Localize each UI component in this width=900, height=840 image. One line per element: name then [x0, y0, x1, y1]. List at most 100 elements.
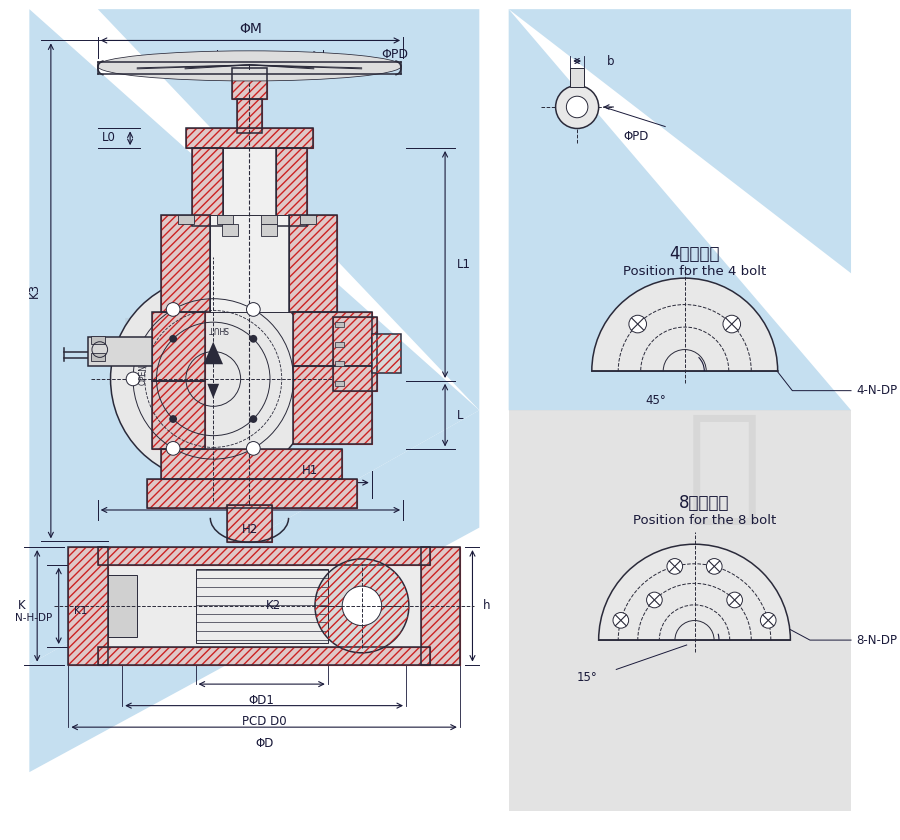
Bar — [293, 366, 372, 444]
Circle shape — [667, 559, 682, 575]
Polygon shape — [508, 9, 851, 273]
Polygon shape — [98, 9, 480, 410]
Circle shape — [315, 559, 409, 653]
Bar — [261, 214, 277, 224]
Circle shape — [169, 415, 177, 423]
Bar — [335, 361, 345, 366]
Text: Position for the 8 bolt: Position for the 8 bolt — [633, 514, 776, 528]
Bar — [276, 148, 307, 226]
Bar — [227, 505, 272, 543]
Bar — [420, 547, 460, 664]
Circle shape — [247, 302, 260, 317]
Bar — [222, 224, 238, 236]
Bar — [192, 148, 223, 226]
Bar — [335, 323, 345, 327]
Polygon shape — [30, 9, 480, 664]
Bar — [161, 449, 342, 479]
Text: OPEN: OPEN — [139, 364, 148, 385]
Circle shape — [760, 612, 776, 628]
Bar — [261, 224, 277, 236]
Circle shape — [342, 586, 382, 626]
Text: 45°: 45° — [645, 394, 666, 407]
Bar — [68, 547, 108, 664]
Bar — [232, 68, 267, 99]
Text: K1: K1 — [75, 606, 87, 616]
Circle shape — [169, 335, 177, 343]
Circle shape — [646, 592, 662, 608]
Bar — [211, 214, 289, 312]
Bar — [237, 99, 262, 134]
Bar — [98, 547, 430, 564]
Circle shape — [555, 86, 598, 129]
Text: H2: H2 — [242, 522, 258, 536]
Bar — [108, 564, 420, 647]
Text: ΦD1: ΦD1 — [248, 694, 274, 707]
Ellipse shape — [98, 51, 401, 81]
Polygon shape — [203, 342, 223, 365]
Text: L0: L0 — [102, 131, 115, 144]
Text: ΦPD: ΦPD — [382, 48, 409, 60]
Bar — [192, 148, 223, 226]
Bar — [151, 381, 205, 449]
Bar — [227, 505, 272, 543]
Text: b: b — [607, 55, 614, 67]
Bar — [293, 312, 372, 366]
Text: 4个孔位置: 4个孔位置 — [670, 244, 720, 263]
Text: H1: H1 — [302, 465, 319, 477]
Text: SHUT: SHUT — [208, 323, 229, 333]
Bar — [420, 547, 460, 664]
Text: 震: 震 — [119, 311, 194, 432]
Bar — [98, 547, 430, 564]
Circle shape — [249, 335, 257, 343]
Bar — [237, 99, 262, 134]
Bar — [178, 214, 194, 224]
Ellipse shape — [98, 51, 401, 81]
Circle shape — [613, 612, 628, 628]
Circle shape — [166, 442, 180, 455]
Text: Position for the 4 bolt: Position for the 4 bolt — [623, 265, 766, 278]
Bar — [293, 312, 372, 366]
Bar — [571, 68, 584, 87]
Bar — [91, 354, 104, 361]
Text: ΦM: ΦM — [239, 22, 262, 36]
Text: K: K — [18, 600, 25, 612]
Bar — [276, 148, 307, 226]
Bar — [88, 337, 151, 366]
Bar — [223, 148, 276, 226]
Bar — [333, 318, 376, 391]
Polygon shape — [508, 410, 851, 811]
Text: K3: K3 — [28, 283, 40, 298]
Bar — [217, 214, 233, 224]
Text: ΦPD: ΦPD — [623, 130, 649, 143]
Bar — [108, 575, 137, 638]
Text: 15°: 15° — [577, 671, 598, 684]
Circle shape — [706, 559, 722, 575]
Bar — [289, 214, 338, 312]
Circle shape — [166, 302, 180, 317]
Polygon shape — [207, 384, 219, 398]
Bar — [301, 214, 316, 224]
Bar — [147, 479, 357, 508]
Text: 8-N-DP: 8-N-DP — [856, 633, 897, 647]
Circle shape — [629, 315, 646, 333]
Bar — [161, 214, 211, 312]
Bar — [335, 381, 345, 386]
Bar — [98, 647, 430, 664]
Text: 8个孔位置: 8个孔位置 — [680, 494, 730, 512]
Bar — [372, 334, 401, 373]
Circle shape — [727, 592, 742, 608]
Bar — [68, 547, 108, 664]
Text: K2: K2 — [266, 600, 281, 612]
Bar — [98, 647, 430, 664]
Wedge shape — [592, 278, 778, 371]
Bar — [147, 479, 357, 508]
Bar — [151, 312, 205, 381]
Polygon shape — [30, 410, 480, 772]
Bar — [161, 449, 342, 479]
Text: L: L — [457, 408, 464, 422]
Bar — [186, 129, 313, 148]
Circle shape — [111, 276, 316, 481]
Bar — [91, 336, 104, 344]
Text: h: h — [483, 600, 490, 612]
Circle shape — [723, 315, 741, 333]
